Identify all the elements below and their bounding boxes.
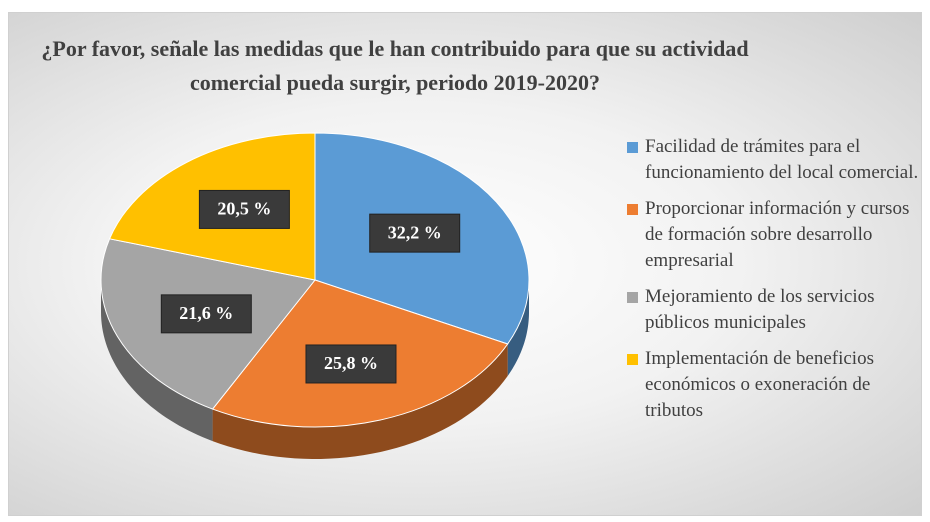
value-label-box bbox=[305, 344, 397, 384]
value-label: 20,5 % bbox=[217, 199, 271, 219]
legend: Facilidad de trámites para el funcionami… bbox=[627, 134, 922, 434]
legend-label: Proporcionar información y cursos de for… bbox=[645, 198, 910, 271]
legend-item: Proporcionar información y cursos de for… bbox=[627, 196, 922, 274]
chart-title: ¿Por favor, señale las medidas que le ha… bbox=[41, 36, 749, 95]
value-label: 32,2 % bbox=[388, 222, 442, 242]
legend-swatch bbox=[627, 204, 638, 215]
slice-side bbox=[507, 280, 529, 376]
value-label-box bbox=[198, 189, 290, 229]
value-label: 25,8 % bbox=[324, 353, 378, 373]
legend-label: Facilidad de trámites para el funcionami… bbox=[645, 136, 919, 183]
legend-swatch bbox=[627, 354, 638, 365]
legend-label: Implementación de beneficios económicos … bbox=[645, 348, 874, 421]
slice-side bbox=[212, 343, 508, 459]
value-label: 21,6 % bbox=[179, 303, 233, 323]
value-label-box bbox=[369, 213, 461, 253]
legend-label: Mejoramiento de los servicios públicos m… bbox=[645, 286, 875, 333]
slice-side bbox=[101, 280, 213, 442]
legend-item: Mejoramiento de los servicios públicos m… bbox=[627, 284, 922, 336]
value-label-box bbox=[160, 294, 252, 334]
legend-item: Facilidad de trámites para el funcionami… bbox=[627, 134, 922, 186]
legend-swatch bbox=[627, 292, 638, 303]
legend-swatch bbox=[627, 142, 638, 153]
legend-item: Implementación de beneficios económicos … bbox=[627, 346, 922, 424]
